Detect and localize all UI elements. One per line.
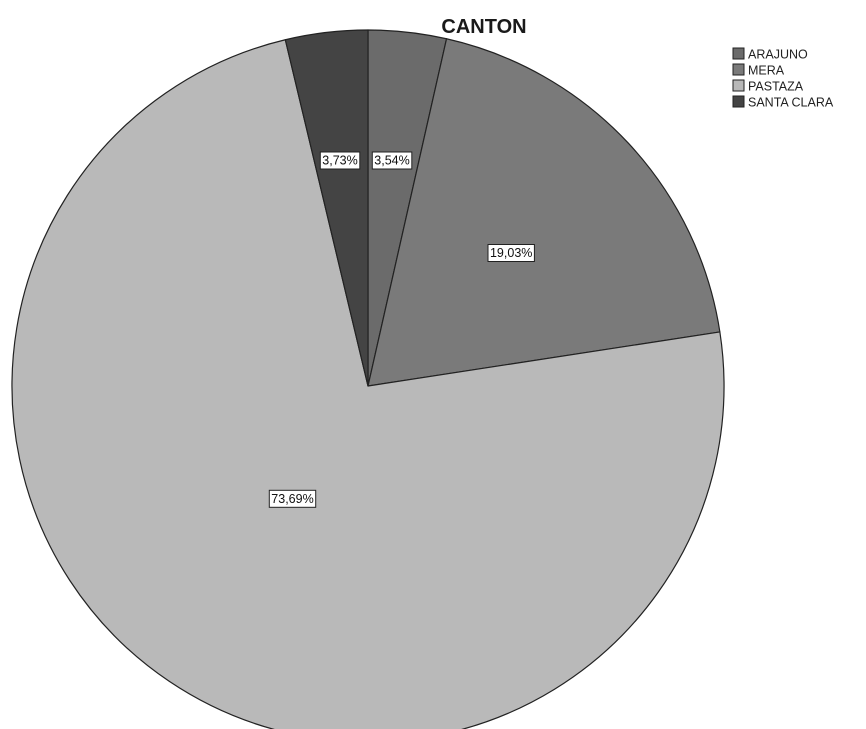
legend-label-arajuno: ARAJUNO xyxy=(748,48,808,62)
slice-label-box-santa-clara xyxy=(319,151,361,170)
pie-slice-mera xyxy=(367,38,721,387)
slice-label-mera: 19,03% xyxy=(487,244,535,262)
slice-label-text-santa-clara: 3,73% xyxy=(322,154,357,168)
slice-label-santa-clara: 3,73% xyxy=(319,151,361,170)
pie-slice-pastaza xyxy=(11,39,725,729)
pie-slices xyxy=(11,29,725,729)
legend-item-pastaza: PASTAZA xyxy=(732,79,804,94)
legend-item-mera: MERA xyxy=(732,63,785,78)
legend-label-santa-clara: SANTA CLARA xyxy=(748,96,834,110)
pie-slice-santa-clara xyxy=(284,29,369,387)
legend-swatch-mera xyxy=(732,63,745,76)
legend-label-mera: MERA xyxy=(748,64,785,78)
legend-swatch-pastaza xyxy=(732,79,745,92)
legend-swatch-arajuno xyxy=(732,47,745,60)
slice-label-text-arajuno: 3,54% xyxy=(374,154,409,168)
slice-label-box-mera xyxy=(487,244,535,262)
slice-label-text-pastaza: 73,69% xyxy=(271,492,313,506)
legend-swatch-santa-clara xyxy=(732,95,745,108)
legend: ARAJUNO MERA PASTAZA SANTA CLARA xyxy=(732,47,834,110)
chart-title: CANTON xyxy=(441,16,526,38)
slice-label-box-arajuno xyxy=(371,151,413,170)
legend-item-santa-clara: SANTA CLARA xyxy=(732,95,834,110)
legend-item-arajuno: ARAJUNO xyxy=(732,47,808,62)
slice-labels: 3,54% 19,03% 73,69% 3,73% xyxy=(268,151,535,508)
slice-label-box-pastaza xyxy=(268,489,317,508)
legend-label-pastaza: PASTAZA xyxy=(748,80,804,94)
slice-label-pastaza: 73,69% xyxy=(268,489,317,508)
slice-label-arajuno: 3,54% xyxy=(371,151,413,170)
slice-label-text-mera: 19,03% xyxy=(490,246,532,260)
